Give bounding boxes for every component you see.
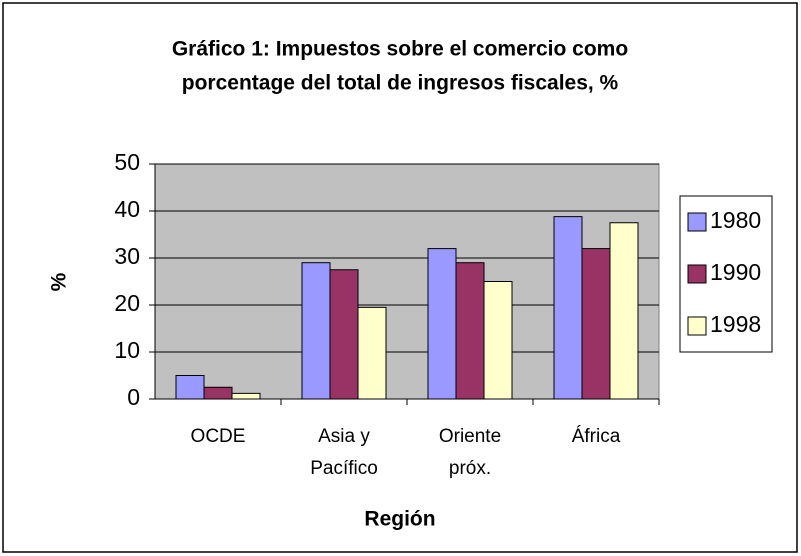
legend-label: 1980 — [710, 207, 761, 233]
bar — [553, 216, 583, 400]
bar — [231, 392, 261, 400]
legend-swatch — [687, 264, 707, 284]
bar — [427, 248, 457, 400]
bar — [455, 262, 485, 400]
bar — [301, 262, 331, 400]
y-tick-label: 30 — [114, 243, 140, 269]
legend-label: 1990 — [710, 259, 761, 285]
chart-title: Gráfico 1: Impuestos sobre el comercio c… — [172, 38, 628, 61]
y-axis-label: % — [48, 272, 71, 291]
x-tick-label: Asia y — [318, 426, 370, 447]
bar — [357, 306, 387, 400]
legend-swatch — [687, 212, 707, 232]
x-tick-label: próx. — [449, 458, 491, 479]
x-tick-label: OCDE — [191, 426, 246, 447]
y-tick-label: 50 — [114, 149, 140, 175]
y-tick-label: 0 — [127, 384, 140, 410]
bar — [581, 248, 611, 400]
x-tick-label: África — [572, 426, 621, 447]
y-tick-label: 40 — [114, 196, 140, 222]
legend-swatch — [687, 316, 707, 336]
bar — [329, 269, 359, 400]
x-axis-label: Región — [364, 508, 435, 531]
x-tick-label: Pacífico — [310, 458, 378, 479]
bar — [203, 386, 233, 400]
y-tick-label: 10 — [114, 337, 140, 363]
legend-label: 1998 — [710, 311, 761, 337]
y-tick-label: 20 — [114, 290, 140, 316]
x-tick-label: Oriente — [439, 426, 501, 447]
bar — [609, 222, 639, 400]
chart-title: porcentage del total de ingresos fiscale… — [182, 72, 619, 95]
bar — [483, 281, 513, 400]
bar — [175, 375, 205, 400]
